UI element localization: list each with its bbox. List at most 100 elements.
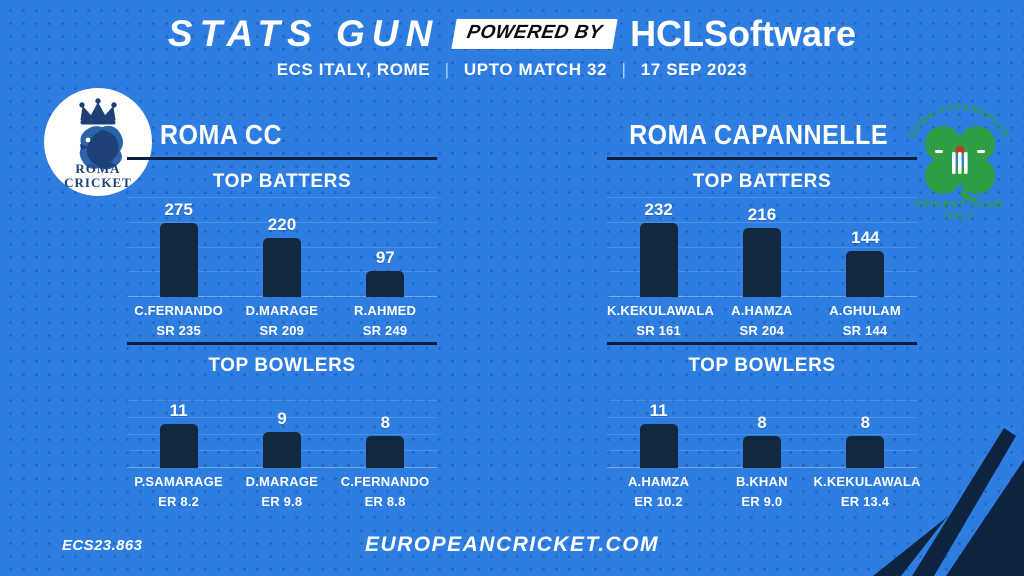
label-row: C.FERNANDO D.MARAGE R.AHMED — [127, 303, 437, 318]
bar-plot-area: 11 9 8 — [127, 400, 437, 468]
gridline — [607, 221, 917, 223]
player-name: C.FERNANDO — [340, 474, 430, 489]
chart-bowlers-roma-cc: 11 9 8 P.SAMARAGE D.MARAGE C.FERNANDO ER 8.2 ER… — [127, 400, 437, 509]
heading-top-bowlers-right: TOP BOWLERS — [688, 355, 836, 376]
bar-column: 8 — [334, 413, 437, 468]
hcl-software-logo: HCLSoftware — [630, 13, 857, 54]
website-url: EUROPEANCRICKET.COM — [364, 533, 660, 556]
label-row: K.KEKULAWALA A.HAMZA A.GHULAM — [607, 303, 917, 318]
divider-line — [127, 342, 437, 345]
bar — [262, 238, 301, 297]
gridline — [607, 400, 917, 401]
roma-capannelle-logo: ROMA CAPANNELLE CRICKET CLUB ITALY — [898, 92, 1020, 222]
player-name: P.SAMARAGE — [134, 474, 223, 489]
player-stat: SR 235 — [156, 323, 201, 338]
player-name: K.KEKULAWALA — [813, 474, 921, 489]
logo-text-cricket: CRICKET — [64, 175, 132, 190]
player-name: C.FERNANDO — [134, 303, 223, 318]
bar — [366, 436, 405, 468]
bar-column: 232 — [607, 200, 710, 297]
team-name-roma-cc: ROMA CC — [160, 119, 283, 151]
gridline — [607, 433, 917, 435]
gridline — [127, 416, 437, 418]
heading-top-batters-left: TOP BATTERS — [212, 171, 352, 192]
player-stat: SR 144 — [842, 323, 888, 338]
divider-line — [607, 342, 917, 345]
bar — [742, 228, 781, 297]
player-stat: SR 209 — [259, 323, 305, 338]
separator: | — [444, 60, 450, 79]
bar-value-label: 97 — [375, 248, 395, 267]
player-name: B.KHAN — [735, 474, 788, 489]
player-stat: ER 13.4 — [840, 494, 890, 509]
player-name: A.HAMZA — [731, 303, 793, 318]
roma-cc-logo: ROMA CRICKET — [44, 88, 152, 196]
player-name: K.KEKULAWALA — [607, 303, 715, 318]
bar-value-label: 8 — [860, 413, 871, 432]
clover-crest-icon: ROMA CAPANNELLE CRICKET CLUB ITALY — [907, 102, 1012, 221]
event-date: 17 SEP 2023 — [640, 60, 748, 79]
gridline — [127, 221, 437, 223]
bar-column: 9 — [230, 409, 333, 468]
bar — [639, 424, 678, 468]
match-progress: UPTO MATCH 32 — [463, 60, 608, 79]
label-row: ER 10.2 ER 9.0 ER 13.4 — [607, 494, 917, 509]
bar-value-label: 216 — [747, 205, 777, 224]
player-stat: ER 9.0 — [741, 494, 783, 509]
bar-value-label: 8 — [757, 413, 767, 432]
powered-by-badge: POWERED BY — [451, 19, 618, 49]
svg-text:ROMA CAPANNELLE: ROMA CAPANNELLE — [907, 102, 1012, 140]
player-name: A.HAMZA — [627, 474, 690, 489]
bar-column: 8 — [814, 413, 917, 468]
corner-blades-decoration-icon — [873, 428, 1024, 576]
bar — [159, 424, 198, 468]
powered-by-label: POWERED BY — [465, 22, 605, 43]
bar-column: 8 — [710, 413, 813, 468]
logo-text-roma: ROMA — [75, 161, 120, 176]
bar-value-label: 220 — [267, 215, 297, 234]
event-name: ECS ITALY, ROME — [276, 60, 431, 79]
logo-text-italy: ITALY — [943, 211, 975, 221]
player-name: A.GHULAM — [829, 303, 901, 318]
player-name: D.MARAGE — [245, 303, 319, 318]
bar-value-label: 9 — [277, 409, 287, 428]
label-row: SR 161 SR 204 SR 144 — [607, 323, 917, 338]
bar-value-label: 232 — [644, 200, 673, 219]
header: STATS GUN POWERED BY HCLSoftware — [0, 13, 1024, 55]
logo-arc-text: ROMA CAPANNELLE — [907, 102, 1010, 140]
player-name: D.MARAGE — [245, 474, 319, 489]
label-row: SR 235 SR 209 SR 249 — [127, 323, 437, 338]
gridline — [607, 416, 917, 418]
bar-plot-area: 11 8 8 — [607, 400, 917, 468]
team-name-roma-capannelle: ROMA CAPANNELLE — [629, 119, 888, 151]
bar-value-label: 144 — [851, 228, 880, 247]
player-stat: SR 204 — [739, 323, 785, 338]
bar-plot-area: 275 220 97 — [127, 197, 437, 297]
bar-column: 275 — [127, 200, 230, 297]
chart-batters-roma-cc: 275 220 97 C.FERNANDO D.MARAGE R.AHMED SR 235 S… — [127, 197, 437, 338]
chart-batters-roma-capannelle: 232 216 144 K.KEKULAWALA A.HAMZA A.GHULAM SR 1… — [607, 197, 917, 338]
label-row: ER 8.2 ER 9.8 ER 8.8 — [127, 494, 437, 509]
bar — [846, 251, 885, 297]
bar-column: 97 — [334, 248, 437, 297]
divider-line — [607, 157, 917, 160]
bar-column: 216 — [710, 205, 813, 297]
player-stat: ER 10.2 — [634, 494, 683, 509]
bar-plot-area: 232 216 144 — [607, 197, 917, 297]
gridline — [127, 197, 437, 198]
player-stat: ER 9.8 — [261, 494, 303, 509]
player-stat: ER 8.2 — [158, 494, 200, 509]
chart-bowlers-roma-capannelle: 11 8 8 A.HAMZA B.KHAN K.KEKULAWALA ER 10.2 ER 9… — [607, 400, 921, 509]
player-stat: SR 161 — [636, 323, 681, 338]
bar — [742, 436, 781, 468]
bar — [639, 223, 678, 297]
match-code: ECS23.863 — [62, 537, 143, 554]
bar — [262, 432, 301, 468]
heading-top-batters-right: TOP BATTERS — [692, 171, 832, 192]
bar-column: 220 — [230, 215, 333, 297]
bar-value-label: 11 — [169, 401, 188, 420]
divider-line — [127, 157, 437, 160]
bar-value-label: 11 — [649, 401, 668, 420]
gridline — [127, 400, 437, 401]
